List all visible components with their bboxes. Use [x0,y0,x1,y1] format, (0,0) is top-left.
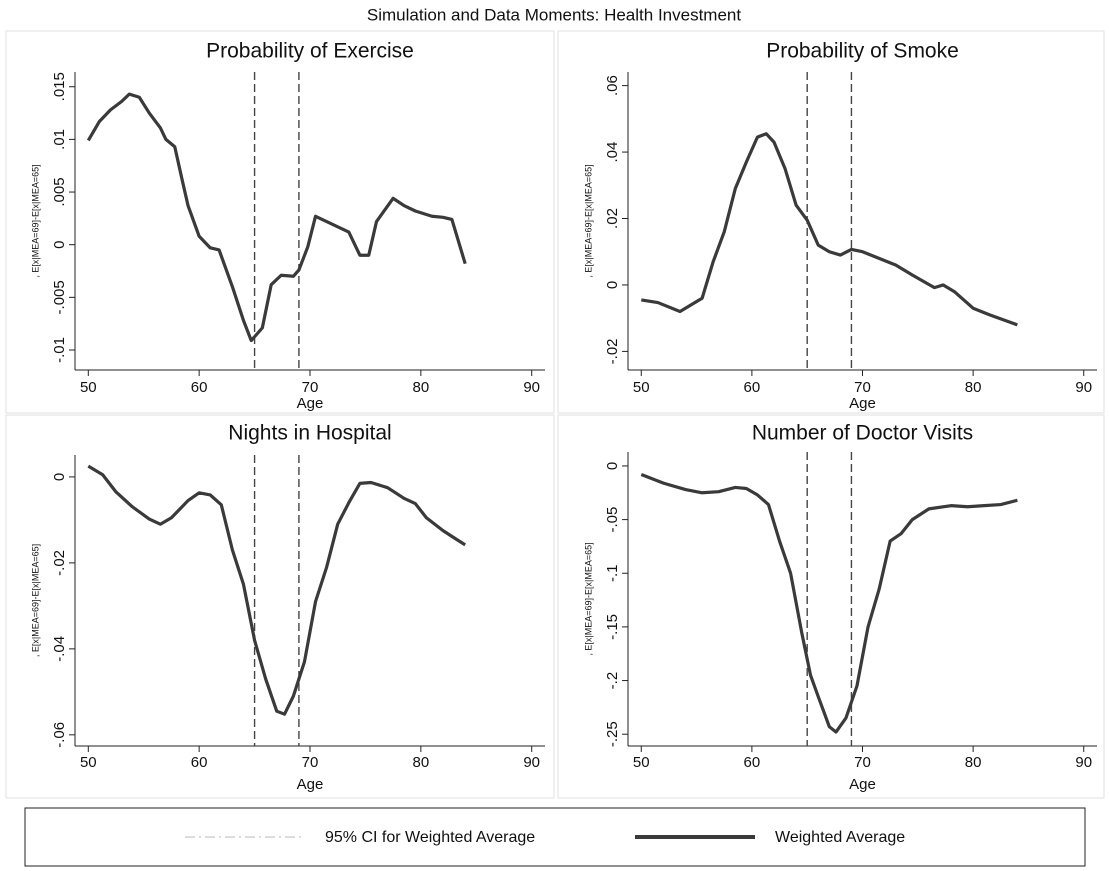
y-tick-label: -.2 [604,672,621,690]
x-tick-label: 90 [1075,379,1092,396]
y-tick-label: 0 [51,241,68,249]
y-tick-label: -.01 [51,337,68,363]
data-line [86,92,467,343]
x-axis-label: Age [297,395,324,412]
x-tick-label: 70 [854,379,871,396]
y-tick-label: .005 [51,177,68,206]
x-axis-label: Age [297,776,324,793]
panel-title: Nights in Hospital [228,422,391,445]
panel-title: Probability of Smoke [766,40,959,63]
y-tick-label: -.04 [51,636,68,662]
x-tick-label: 70 [302,754,319,771]
data-line [87,464,467,716]
x-tick-label: 50 [633,379,650,396]
x-axis-label: Age [849,776,876,793]
panel-frame [5,414,555,799]
x-tick-label: 50 [80,754,97,771]
y-tick-label: .04 [604,142,621,163]
legend-label: 95% CI for Weighted Average [325,829,535,846]
y-axis-label: , E[x|MEA=69]-E[x|MEA=65] [583,164,593,277]
y-tick-label: -.25 [604,721,621,747]
panel-frame [557,30,1105,414]
y-tick-label: -.1 [604,564,621,582]
figure-title: Simulation and Data Moments: Health Inve… [367,5,741,24]
y-tick-label: .015 [51,72,68,101]
y-tick-label: .01 [51,129,68,150]
x-tick-label: 50 [633,754,650,771]
y-tick-label: -.02 [51,550,68,576]
panel-title: Probability of Exercise [206,40,414,63]
y-tick-label: .02 [604,208,621,229]
panel-frame [557,414,1105,799]
x-tick-label: 90 [523,379,540,396]
x-tick-label: 90 [523,754,540,771]
x-tick-label: 60 [744,379,761,396]
panel-title: Number of Doctor Visits [752,422,973,445]
y-tick-label: 0 [604,462,621,470]
y-tick-label: -.06 [51,722,68,748]
x-tick-label: 60 [744,754,761,771]
y-tick-label: -.02 [604,338,621,364]
y-axis-label: , E[x|MEA=69]-E[x|MEA=65] [583,542,593,655]
panel-frame [5,30,555,414]
x-tick-label: 80 [413,379,430,396]
x-axis-label: Age [849,395,876,412]
x-tick-label: 60 [191,754,208,771]
y-tick-label: 0 [51,473,68,481]
y-axis-label: , E[x|MEA=69]-E[x|MEA=65] [30,544,40,657]
x-tick-label: 50 [80,379,97,396]
data-line [640,473,1018,734]
x-tick-label: 80 [965,754,982,771]
data-line [641,132,1018,327]
y-tick-label: -.005 [51,280,68,314]
legend-box [24,807,1086,867]
y-tick-label: -.05 [604,507,621,533]
x-tick-label: 70 [854,754,871,771]
x-tick-label: 60 [191,379,208,396]
y-axis-label: , E[x|MEA=69]-E[x|MEA=65] [30,164,40,277]
x-tick-label: 70 [302,379,319,396]
x-tick-label: 80 [965,379,982,396]
x-tick-label: 90 [1075,754,1092,771]
legend-label: Weighted Average [775,829,905,846]
x-tick-label: 80 [413,754,430,771]
y-tick-label: .06 [604,75,621,96]
y-tick-label: 0 [604,281,621,289]
y-tick-label: -.15 [604,614,621,640]
